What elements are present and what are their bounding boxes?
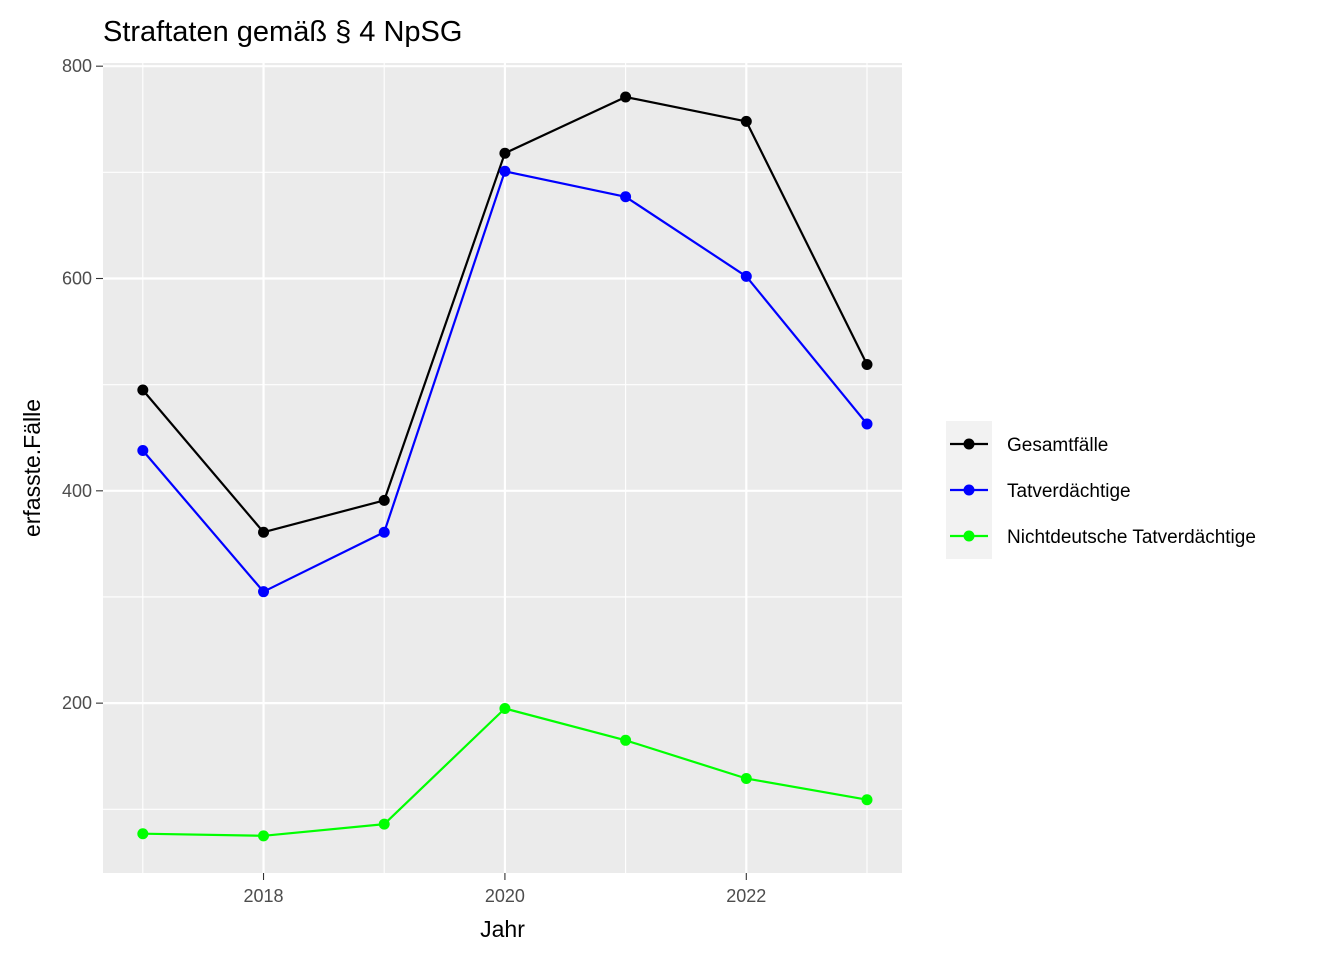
data-point <box>258 830 270 842</box>
data-point <box>499 147 511 159</box>
x-tick-label: 2020 <box>485 886 525 906</box>
x-tick-label: 2018 <box>244 886 284 906</box>
plot-panel <box>103 63 902 873</box>
data-point <box>620 191 632 203</box>
legend-key-point <box>963 530 975 542</box>
chart-title: Straftaten gemäß § 4 NpSG <box>103 16 462 48</box>
major-gridlines <box>103 63 902 873</box>
legend-key-point <box>963 484 975 496</box>
data-point <box>861 418 873 430</box>
legend: Gesamtfälle Tatverdächtige Nichtdeutsche T… <box>946 421 1256 559</box>
data-point <box>378 818 390 830</box>
data-point <box>620 91 632 103</box>
legend-label: Gesamtfälle <box>1007 435 1108 456</box>
data-point <box>499 702 511 714</box>
data-point <box>861 358 873 370</box>
legend-label: Tatverdächtige <box>1007 481 1131 502</box>
legend-key-point <box>963 438 975 450</box>
data-point <box>258 586 270 598</box>
data-point <box>740 270 752 282</box>
data-point <box>137 384 149 396</box>
x-axis-title: Jahr <box>480 916 525 942</box>
data-point <box>620 734 632 746</box>
data-point <box>378 526 390 538</box>
y-axis-title: erfasste.Fälle <box>19 399 45 537</box>
data-point <box>378 494 390 506</box>
data-point <box>499 165 511 177</box>
y-tick-label: 600 <box>62 269 92 289</box>
data-point <box>137 828 149 840</box>
y-tick-label: 800 <box>62 56 92 76</box>
data-point <box>861 794 873 806</box>
data-point <box>740 773 752 785</box>
data-point <box>137 444 149 456</box>
legend-label: Nichtdeutsche Tatverdächtige <box>1007 527 1256 548</box>
y-tick-label: 400 <box>62 481 92 501</box>
y-axis: 200 400 600 800 <box>62 56 103 713</box>
x-axis: 2018 2020 2022 <box>244 873 766 906</box>
y-tick-label: 200 <box>62 693 92 713</box>
series-layer <box>137 91 873 842</box>
data-point <box>258 526 270 538</box>
x-tick-label: 2022 <box>726 886 766 906</box>
data-point <box>740 115 752 127</box>
